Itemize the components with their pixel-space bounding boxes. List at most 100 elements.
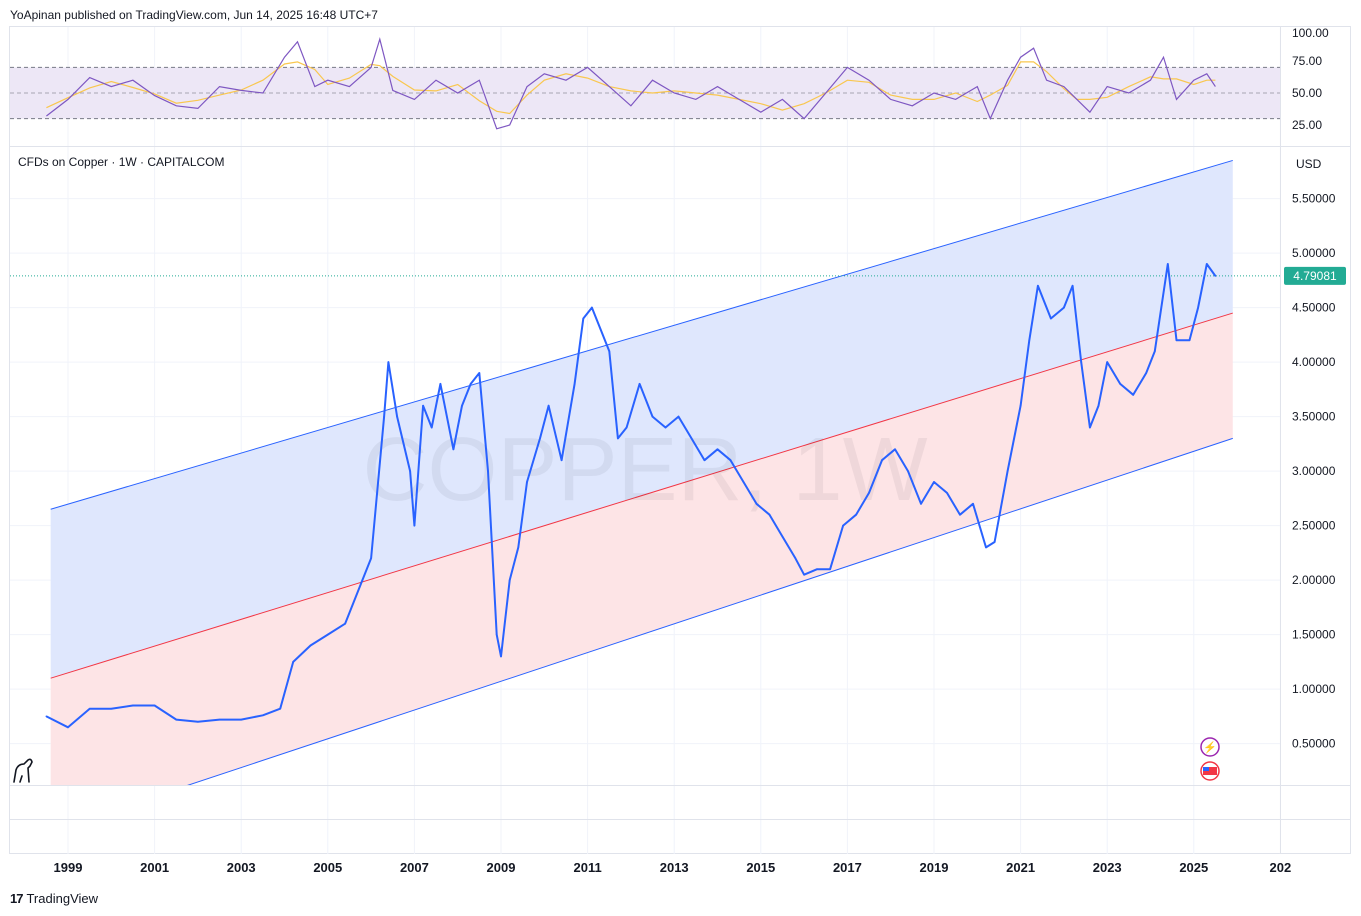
price-point bbox=[560, 459, 563, 462]
price-point bbox=[794, 557, 797, 560]
dinosaur-icon[interactable] bbox=[13, 758, 33, 783]
price-point bbox=[547, 404, 550, 407]
price-point bbox=[422, 404, 424, 407]
published-header: YoApinan published on TradingView.com, J… bbox=[10, 8, 378, 22]
price-point bbox=[907, 470, 909, 472]
rsi-content bbox=[10, 36, 1280, 130]
axes: 1999 2001 2003 2005 2007 2009 2011 2013 2015 2017… bbox=[10, 26, 1351, 875]
time-tick-label: 2015 bbox=[746, 860, 775, 875]
price-point bbox=[591, 306, 593, 309]
price-point bbox=[1119, 383, 1121, 385]
price-point bbox=[383, 415, 385, 418]
price-point bbox=[1205, 263, 1208, 265]
price-point bbox=[413, 524, 416, 527]
price-point bbox=[387, 361, 390, 363]
price-point bbox=[985, 546, 987, 549]
channel-lower-line bbox=[187, 437, 1233, 785]
price-point bbox=[781, 535, 784, 538]
flag-stripes bbox=[1203, 767, 1217, 775]
price-point bbox=[742, 481, 745, 483]
regression-channel bbox=[50, 159, 1233, 785]
time-tick-label: 2007 bbox=[400, 860, 429, 875]
price-point bbox=[703, 459, 706, 462]
price-point bbox=[842, 524, 844, 527]
price-point bbox=[573, 383, 576, 385]
price-point bbox=[461, 404, 463, 407]
price-point bbox=[894, 448, 896, 451]
rsi-tick-label: 50.00 bbox=[1292, 86, 1322, 100]
price-point bbox=[478, 372, 481, 374]
price-point bbox=[1089, 426, 1091, 429]
price-point bbox=[664, 426, 667, 429]
price-tick-label: 1.50000 bbox=[1292, 628, 1336, 642]
price-point bbox=[1106, 361, 1108, 363]
rsi-line bbox=[46, 36, 1216, 130]
channel-lower-fill bbox=[50, 313, 1233, 785]
price-point bbox=[993, 541, 996, 543]
lightning-glyph: ⚡ bbox=[1203, 741, 1217, 754]
price-point bbox=[1145, 372, 1147, 374]
price-tick-label: 4.00000 bbox=[1292, 355, 1336, 369]
price-point bbox=[599, 328, 602, 331]
price-point bbox=[1028, 339, 1031, 342]
price-pane: COPPER, 1W ⚡ bbox=[10, 159, 1280, 785]
time-tick-label: 1999 bbox=[54, 860, 83, 875]
price-point bbox=[409, 470, 411, 472]
price-point bbox=[1197, 306, 1199, 309]
flag-canton bbox=[1203, 767, 1209, 771]
price-point bbox=[526, 481, 528, 483]
price-tick-label: 5.50000 bbox=[1292, 192, 1336, 206]
price-point bbox=[1006, 470, 1009, 472]
price-tick-label: 3.00000 bbox=[1292, 464, 1336, 478]
channel-upper-line bbox=[50, 159, 1233, 510]
time-tick-label: 2017 bbox=[833, 860, 862, 875]
price-point bbox=[1214, 275, 1217, 277]
price-point bbox=[439, 383, 442, 385]
currency-label[interactable]: USD bbox=[1296, 157, 1322, 171]
price-point bbox=[1019, 404, 1022, 407]
price-point bbox=[729, 459, 732, 462]
price-point bbox=[430, 426, 433, 429]
price-point bbox=[690, 437, 693, 440]
price-point bbox=[45, 715, 48, 718]
price-point bbox=[1167, 263, 1169, 265]
price-point bbox=[361, 579, 364, 581]
price-point bbox=[153, 704, 156, 707]
price-point bbox=[452, 448, 455, 451]
price-point bbox=[933, 481, 935, 483]
time-tick-label: 2021 bbox=[1006, 860, 1035, 875]
price-point bbox=[625, 426, 628, 429]
price-point bbox=[1037, 285, 1039, 287]
price-point bbox=[309, 644, 312, 647]
price-tick-label: 5.00000 bbox=[1292, 246, 1336, 260]
tradingview-icon: 17 bbox=[10, 891, 24, 906]
lightning-event-icon[interactable] bbox=[1200, 737, 1220, 757]
price-tick-label: 3.50000 bbox=[1292, 410, 1336, 424]
price-point bbox=[88, 707, 91, 710]
time-tick-label: 2023 bbox=[1093, 860, 1122, 875]
price-point bbox=[495, 633, 498, 636]
price-line bbox=[45, 263, 1217, 729]
rsi-tick-label: 100.00 bbox=[1292, 26, 1329, 40]
price-point bbox=[327, 633, 329, 636]
price-tick-label: 0.50000 bbox=[1292, 737, 1336, 751]
price-point bbox=[868, 492, 870, 494]
time-tick-label: 2003 bbox=[227, 860, 256, 875]
time-tick-label: 2025 bbox=[1179, 860, 1208, 875]
price-point bbox=[517, 546, 520, 549]
time-tick-label: 2011 bbox=[573, 860, 601, 875]
rsi-ma-line bbox=[46, 61, 1216, 115]
price-point bbox=[1050, 317, 1052, 320]
price-point bbox=[218, 718, 221, 721]
tradingview-logo[interactable]: 17 TradingView bbox=[10, 891, 98, 906]
rsi-pane bbox=[10, 36, 1280, 130]
price-point bbox=[651, 415, 654, 418]
price-point bbox=[539, 437, 541, 440]
price-point bbox=[608, 350, 611, 353]
last-price-label: 4.79081 bbox=[1293, 269, 1337, 283]
price-point bbox=[881, 459, 883, 462]
symbol-label[interactable]: CFDs on Copper · 1W · CAPITALCOM bbox=[18, 155, 225, 169]
channel-upper-fill bbox=[50, 160, 1233, 679]
time-tick-label: 2001 bbox=[140, 860, 169, 875]
